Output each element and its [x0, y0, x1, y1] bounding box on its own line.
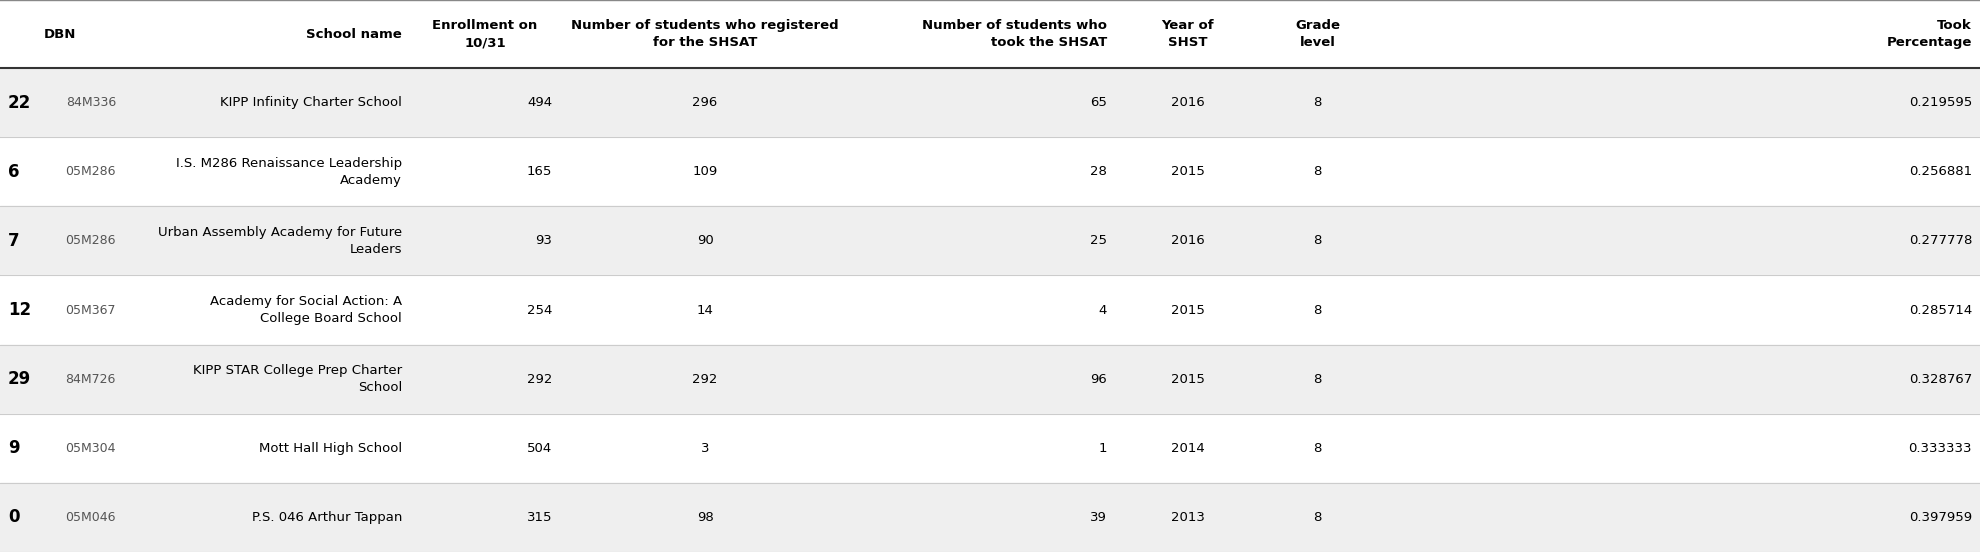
Text: 05M286: 05M286 [65, 235, 117, 247]
Text: 0: 0 [8, 508, 20, 527]
Text: 4: 4 [1099, 304, 1107, 316]
Bar [0, 137, 1980, 206]
Text: 0.285714: 0.285714 [1909, 304, 1972, 316]
Bar [0, 68, 1980, 137]
Text: P.S. 046 Arthur Tappan: P.S. 046 Arthur Tappan [251, 511, 402, 524]
Text: 494: 494 [527, 96, 552, 109]
Text: 6: 6 [8, 163, 20, 181]
Text: Enrollment on
10/31: Enrollment on 10/31 [432, 19, 539, 49]
Text: 8: 8 [1313, 442, 1323, 455]
Text: 39: 39 [1091, 511, 1107, 524]
Text: 2015: 2015 [1170, 165, 1204, 178]
Bar [0, 483, 1980, 552]
Text: 05M304: 05M304 [65, 442, 117, 455]
Text: 2016: 2016 [1170, 96, 1204, 109]
Text: Urban Assembly Academy for Future
Leaders: Urban Assembly Academy for Future Leader… [158, 226, 402, 256]
Text: 0.328767: 0.328767 [1909, 373, 1972, 386]
Text: 12: 12 [8, 301, 32, 319]
Bar [0, 206, 1980, 275]
Text: 2015: 2015 [1170, 373, 1204, 386]
Text: 05M286: 05M286 [65, 165, 117, 178]
Text: 165: 165 [527, 165, 552, 178]
Text: 65: 65 [1091, 96, 1107, 109]
Text: 8: 8 [1313, 235, 1323, 247]
Text: 1: 1 [1099, 442, 1107, 455]
Text: 0.219595: 0.219595 [1909, 96, 1972, 109]
Text: 3: 3 [701, 442, 709, 455]
Text: 25: 25 [1091, 235, 1107, 247]
Text: 292: 292 [693, 373, 717, 386]
Text: I.S. M286 Renaissance Leadership
Academy: I.S. M286 Renaissance Leadership Academy [176, 157, 402, 187]
Bar [0, 0, 1980, 68]
Text: 504: 504 [527, 442, 552, 455]
Text: 8: 8 [1313, 304, 1323, 316]
Text: Academy for Social Action: A
College Board School: Academy for Social Action: A College Boa… [210, 295, 402, 325]
Text: School name: School name [307, 28, 402, 40]
Text: 28: 28 [1091, 165, 1107, 178]
Text: 8: 8 [1313, 96, 1323, 109]
Bar [0, 413, 1980, 483]
Text: 93: 93 [535, 235, 552, 247]
Text: Number of students who registered
for the SHSAT: Number of students who registered for th… [570, 19, 840, 49]
Bar [0, 344, 1980, 413]
Text: KIPP Infinity Charter School: KIPP Infinity Charter School [220, 96, 402, 109]
Text: 22: 22 [8, 94, 32, 112]
Bar [0, 275, 1980, 344]
Text: Year of
SHST: Year of SHST [1160, 19, 1214, 49]
Text: DBN: DBN [44, 28, 75, 40]
Text: 315: 315 [527, 511, 552, 524]
Text: 96: 96 [1091, 373, 1107, 386]
Text: 98: 98 [697, 511, 713, 524]
Text: 8: 8 [1313, 511, 1323, 524]
Text: 05M046: 05M046 [65, 511, 117, 524]
Text: 0.333333: 0.333333 [1909, 442, 1972, 455]
Text: 2016: 2016 [1170, 235, 1204, 247]
Text: 90: 90 [697, 235, 713, 247]
Text: 7: 7 [8, 232, 20, 250]
Text: 296: 296 [693, 96, 717, 109]
Text: Mott Hall High School: Mott Hall High School [259, 442, 402, 455]
Text: 05M367: 05M367 [65, 304, 117, 316]
Text: 2014: 2014 [1170, 442, 1204, 455]
Text: Took
Percentage: Took Percentage [1887, 19, 1972, 49]
Text: 2013: 2013 [1170, 511, 1204, 524]
Text: 29: 29 [8, 370, 32, 388]
Text: 0.397959: 0.397959 [1909, 511, 1972, 524]
Text: 292: 292 [527, 373, 552, 386]
Text: 9: 9 [8, 439, 20, 457]
Text: 254: 254 [527, 304, 552, 316]
Text: 0.277778: 0.277778 [1909, 235, 1972, 247]
Text: 2015: 2015 [1170, 304, 1204, 316]
Text: 84M726: 84M726 [65, 373, 117, 386]
Text: Grade
level: Grade level [1295, 19, 1340, 49]
Text: 8: 8 [1313, 373, 1323, 386]
Text: 0.256881: 0.256881 [1909, 165, 1972, 178]
Text: 8: 8 [1313, 165, 1323, 178]
Text: Number of students who
took the SHSAT: Number of students who took the SHSAT [923, 19, 1107, 49]
Text: KIPP STAR College Prep Charter
School: KIPP STAR College Prep Charter School [192, 364, 402, 394]
Text: 109: 109 [693, 165, 717, 178]
Text: 14: 14 [697, 304, 713, 316]
Text: 84M336: 84M336 [65, 96, 117, 109]
